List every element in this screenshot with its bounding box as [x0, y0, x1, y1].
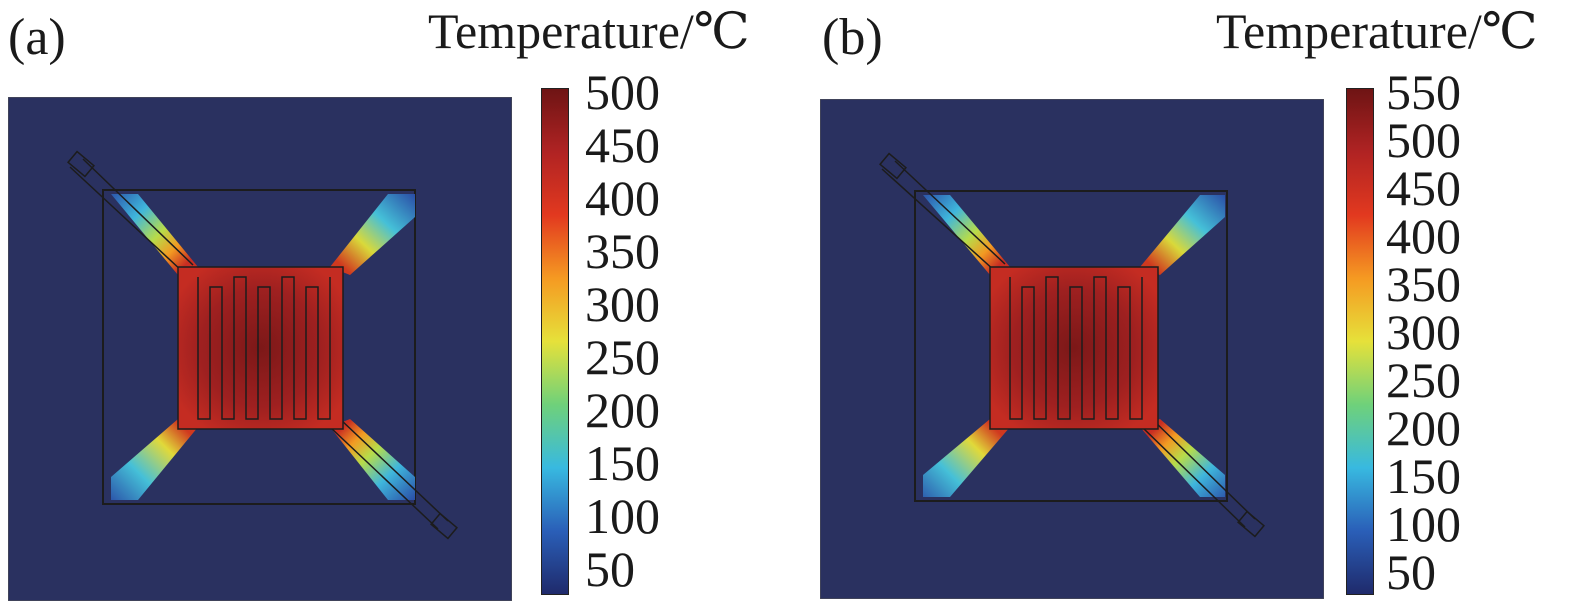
tick-label: 250	[1386, 352, 1461, 408]
colorbar-title: Temperature/℃	[1216, 3, 1538, 59]
tick-label: 350	[585, 223, 660, 279]
colorbar-title: Temperature/℃	[428, 3, 750, 59]
colorbar	[1346, 88, 1374, 595]
tick-label: 550	[1386, 64, 1461, 120]
tick-label: 500	[585, 64, 660, 120]
tick-label: 150	[1386, 448, 1461, 504]
tick-label: 500	[1386, 112, 1461, 168]
panel-b: (b) Temperature/℃	[788, 0, 1575, 610]
tick-label: 200	[1386, 400, 1461, 456]
panel-label: (a)	[8, 9, 66, 66]
tick-label: 400	[585, 170, 660, 226]
colorbar-ticks: 500 450 400 350 300 250 200 150 100 50	[585, 67, 785, 597]
tick-label: 250	[585, 329, 660, 385]
temperature-simulation-map	[820, 99, 1324, 599]
tick-label: 450	[1386, 160, 1461, 216]
panel-a: (a) Temperature/℃	[0, 0, 787, 610]
tick-label: 100	[585, 488, 660, 544]
tick-label: 200	[585, 382, 660, 438]
tick-label: 450	[585, 117, 660, 173]
tick-label: 50	[585, 541, 635, 597]
temperature-simulation-map	[8, 97, 512, 601]
colorbar	[541, 88, 569, 595]
tick-label: 300	[1386, 304, 1461, 360]
panel-label: (b)	[822, 9, 883, 66]
tick-label: 350	[1386, 256, 1461, 312]
tick-label: 50	[1386, 544, 1436, 600]
tick-label: 300	[585, 276, 660, 332]
colorbar-ticks: 550 500 450 400 350 300 250 200 150 100 …	[1386, 67, 1571, 600]
tick-label: 150	[585, 435, 660, 491]
tick-label: 100	[1386, 496, 1461, 552]
tick-label: 400	[1386, 208, 1461, 264]
